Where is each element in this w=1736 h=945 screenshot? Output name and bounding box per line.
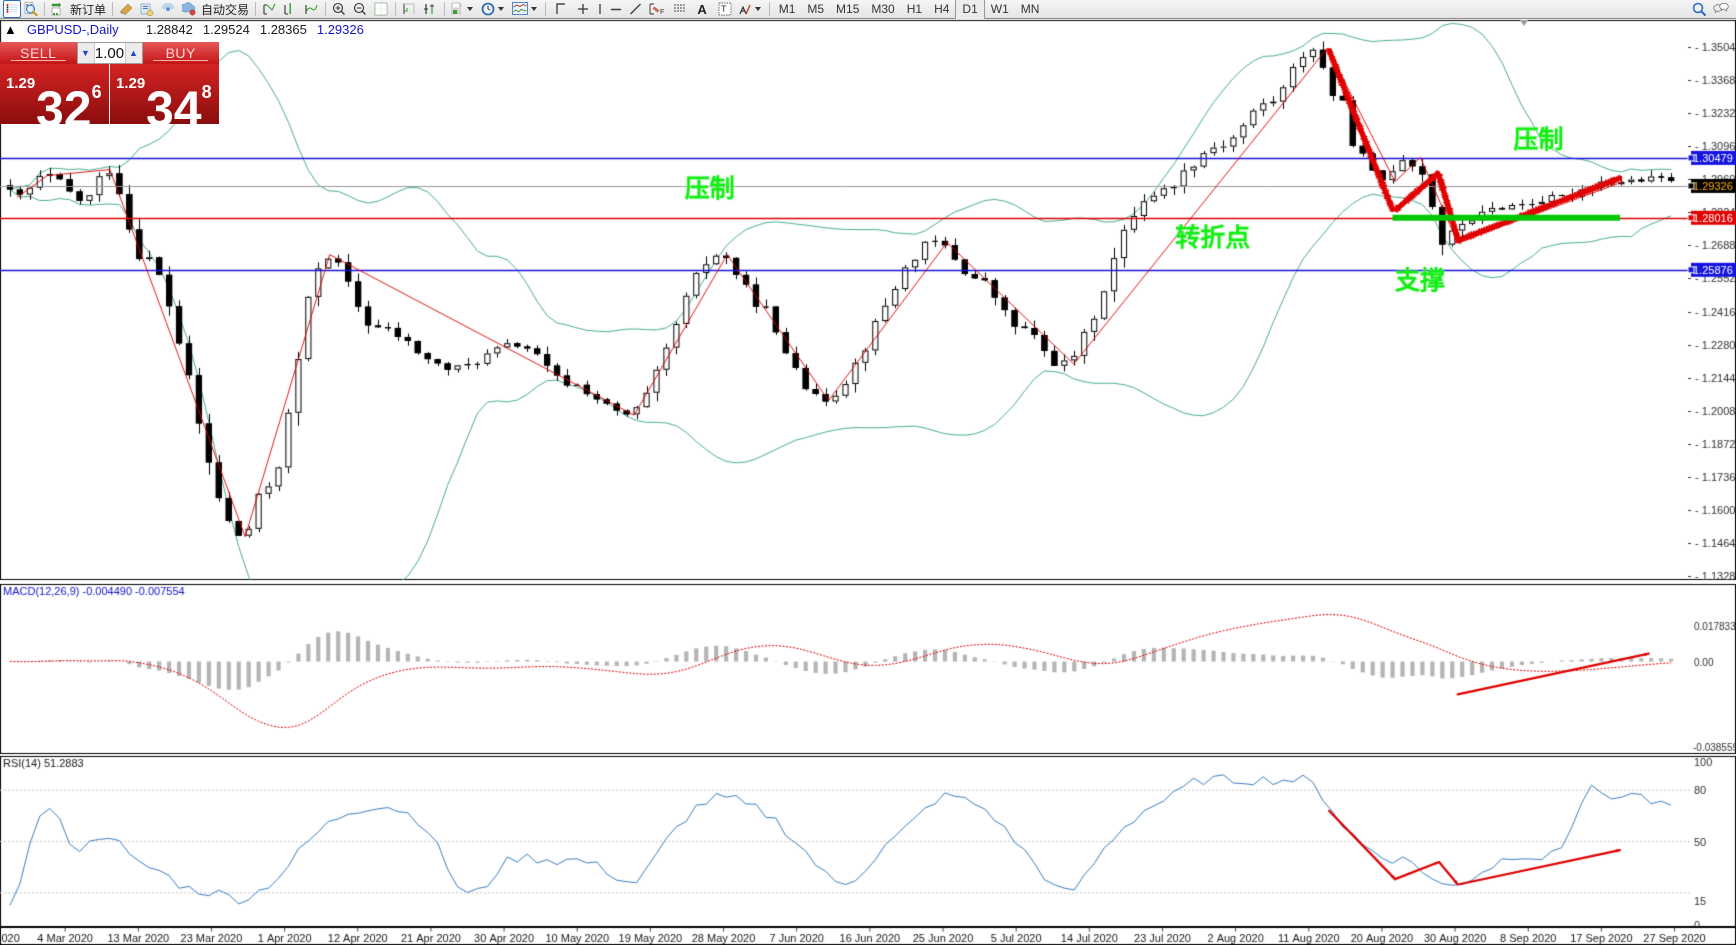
svg-text:T: T (721, 4, 727, 14)
